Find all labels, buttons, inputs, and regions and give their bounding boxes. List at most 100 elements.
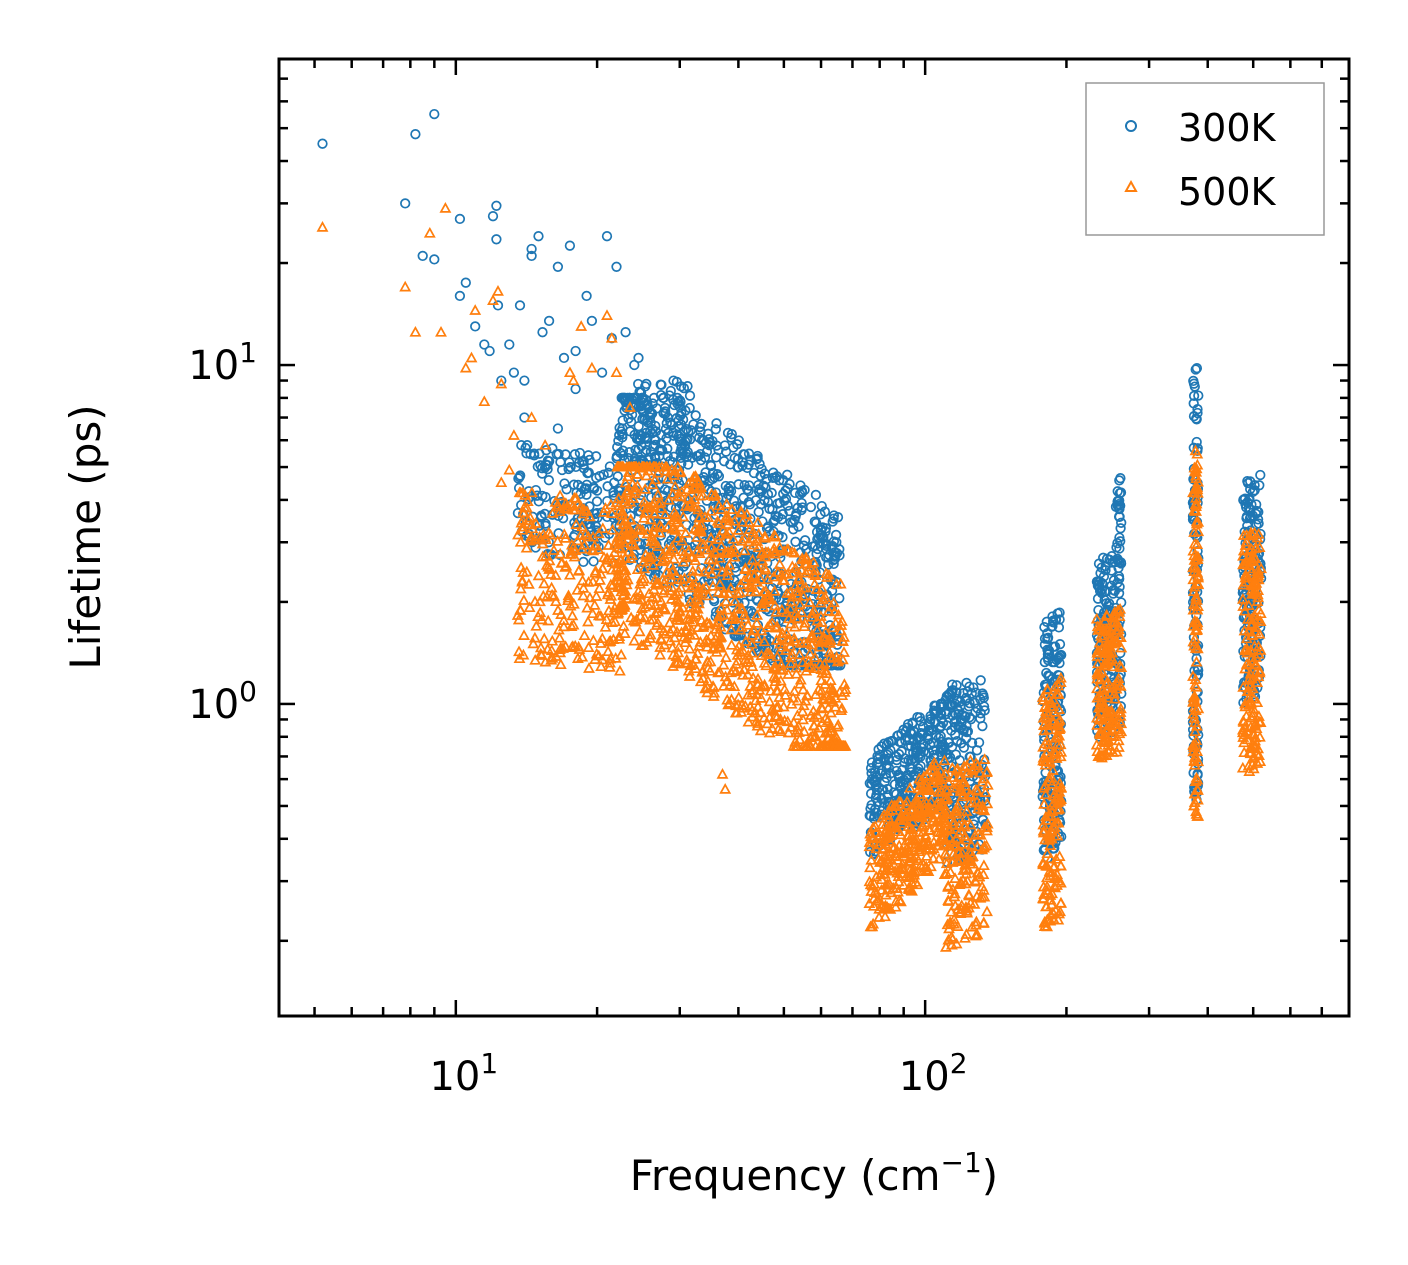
data-point-500k: [796, 705, 809, 717]
data-point-500k: [714, 631, 727, 643]
data-point-300k: [810, 489, 822, 501]
data-point-500k: [1042, 830, 1055, 842]
data-point-500k: [613, 632, 626, 644]
data-point-500k: [644, 628, 657, 640]
data-point-500k: [979, 786, 992, 797]
data-point-500k: [818, 658, 831, 669]
data-point-500k: [972, 867, 985, 878]
data-point-300k: [955, 722, 967, 733]
data-point-300k: [827, 516, 838, 527]
data-point-500k: [829, 617, 842, 628]
data-point-500k: [647, 460, 660, 472]
data-point-500k: [909, 849, 922, 861]
data-point-500k: [547, 544, 560, 555]
data-point-500k: [867, 917, 880, 929]
data-point-500k: [534, 647, 547, 659]
data-point-500k: [713, 637, 726, 649]
data-point-500k: [732, 698, 745, 710]
data-point-300k: [922, 730, 934, 741]
data-point-300k: [617, 445, 629, 456]
data-point-500k: [604, 634, 617, 646]
data-point-300k: [563, 463, 574, 475]
data-point-500k: [770, 634, 783, 645]
data-point-300k: [643, 452, 654, 463]
data-point-500k: [822, 725, 834, 737]
data-point-500k: [409, 325, 422, 337]
data-point-300k: [515, 470, 526, 481]
data-point-500k: [961, 766, 974, 778]
data-point-500k: [963, 845, 976, 857]
data-point-500k: [911, 803, 924, 814]
data-point-300k: [564, 457, 575, 468]
data-point-500k: [800, 551, 813, 563]
data-point-500k: [435, 325, 447, 337]
data-point-500k: [966, 763, 979, 775]
data-point-500k: [1240, 632, 1253, 644]
data-point-300k: [928, 745, 939, 756]
data-point-500k: [928, 756, 941, 768]
data-point-500k: [577, 589, 590, 601]
data-point-500k: [520, 541, 533, 553]
data-point-500k: [654, 648, 667, 660]
data-point-500k: [723, 526, 736, 537]
data-point-500k: [616, 505, 629, 517]
data-point-500k: [809, 651, 821, 663]
data-point-500k: [974, 891, 987, 903]
data-point-500k: [602, 539, 615, 550]
data-point-500k: [817, 692, 830, 704]
data-point-500k: [904, 871, 917, 883]
data-point-500k: [964, 855, 977, 867]
data-point-500k: [1114, 709, 1127, 721]
data-point-500k: [1192, 569, 1205, 581]
data-point-500k: [815, 684, 828, 696]
data-point-500k: [763, 618, 776, 630]
data-point-300k: [698, 435, 709, 446]
data-point-500k: [950, 764, 963, 775]
data-point-500k: [883, 805, 896, 816]
data-point-500k: [514, 535, 527, 547]
data-point-500k: [960, 862, 972, 874]
data-point-500k: [736, 644, 749, 655]
data-point-500k: [768, 529, 781, 540]
data-point-500k: [1055, 793, 1067, 804]
data-point-300k: [710, 424, 721, 435]
data-point-500k: [793, 648, 806, 660]
data-point-300k: [1115, 558, 1127, 569]
data-point-500k: [728, 550, 741, 562]
data-point-500k: [557, 642, 569, 653]
data-point-300k: [733, 479, 744, 490]
data-point-500k: [671, 655, 684, 667]
data-point-300k: [911, 742, 922, 754]
data-point-500k: [683, 670, 696, 681]
data-point-300k: [1114, 532, 1125, 543]
data-point-500k: [1114, 602, 1127, 614]
data-point-500k: [549, 595, 562, 607]
data-point-500k: [957, 788, 970, 799]
data-point-500k: [769, 599, 781, 611]
data-point-500k: [662, 493, 675, 505]
data-point-500k: [827, 684, 840, 696]
data-point-500k: [793, 733, 806, 745]
data-point-300k: [632, 432, 643, 443]
data-point-500k: [811, 623, 824, 635]
data-point-500k: [867, 821, 880, 833]
data-point-500k: [947, 818, 960, 830]
data-point-500k: [617, 536, 630, 548]
data-point-300k: [616, 392, 627, 404]
data-point-500k: [980, 821, 993, 833]
data-point-500k: [677, 555, 690, 567]
data-point-500k: [1237, 544, 1250, 556]
data-point-500k: [946, 856, 959, 867]
data-point-500k: [953, 778, 966, 790]
data-point-500k: [487, 294, 499, 305]
data-point-500k: [1250, 658, 1263, 670]
data-point-500k: [940, 857, 953, 869]
data-point-500k: [1114, 706, 1127, 717]
data-point-500k: [773, 541, 786, 552]
data-point-500k: [809, 740, 822, 751]
data-point-300k: [756, 463, 767, 475]
data-point-500k: [608, 546, 621, 557]
data-point-300k: [561, 484, 572, 495]
data-point-300k: [752, 453, 763, 464]
data-point-500k: [954, 905, 967, 917]
